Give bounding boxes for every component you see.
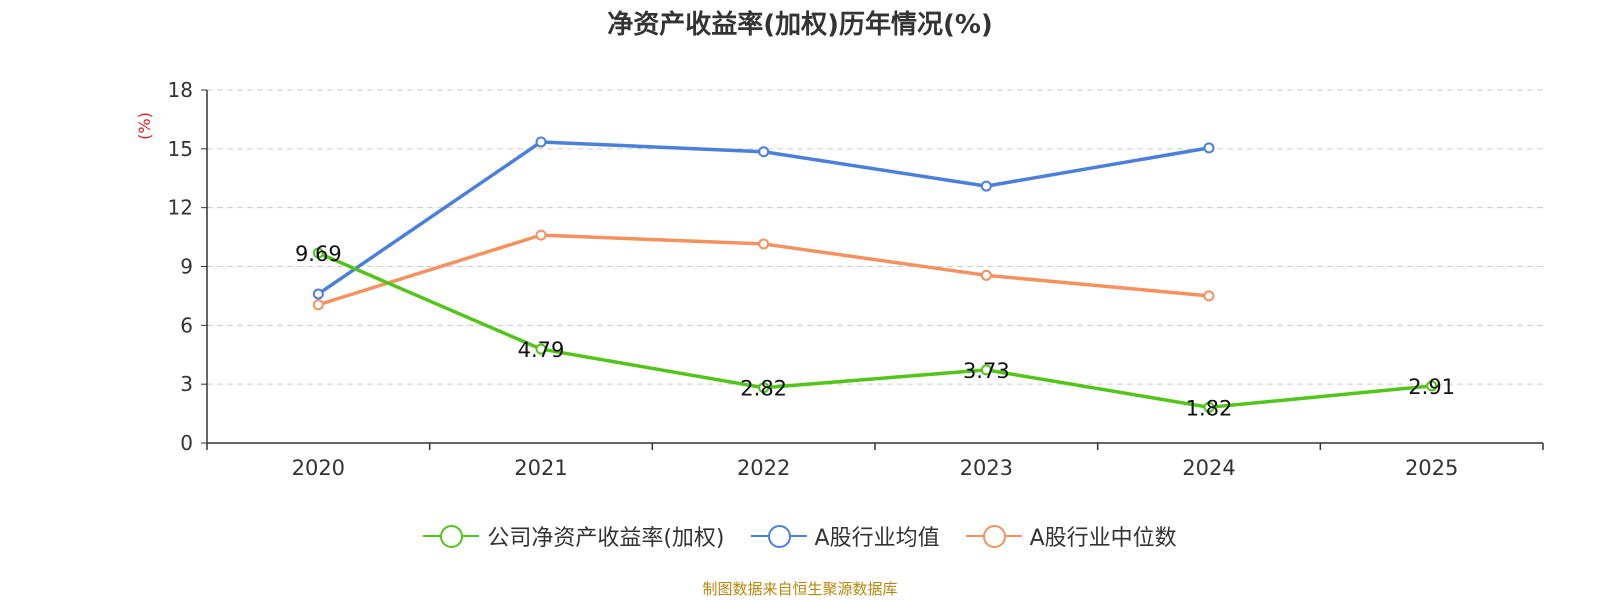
- data-point: [758, 238, 770, 250]
- data-point: [312, 288, 324, 300]
- data-point: [535, 136, 547, 148]
- series-line: [317, 251, 1432, 410]
- y-tick-label: 3: [180, 372, 193, 396]
- data-label: 1.82: [1186, 396, 1233, 420]
- data-label: 2.91: [1408, 375, 1455, 399]
- y-tick-label: 15: [168, 137, 193, 161]
- data-source-note: 制图数据来自恒生聚源数据库: [702, 580, 898, 598]
- series-line: [317, 140, 1210, 296]
- data-point: [535, 229, 547, 241]
- y-axis-unit-label: (%): [135, 112, 154, 140]
- data-point: [758, 146, 770, 158]
- data-point: [980, 269, 992, 281]
- legend-marker-icon: [423, 524, 480, 548]
- legend-marker-icon: [750, 524, 807, 548]
- legend-label: 公司净资产收益率(加权): [487, 526, 725, 551]
- legend-label: A股行业均值: [814, 526, 940, 551]
- data-label: 4.79: [518, 338, 565, 362]
- data-label: 2.82: [740, 377, 787, 401]
- legend-item-industry-median[interactable]: A股行业中位数: [965, 520, 1177, 552]
- y-tick-label: 18: [168, 78, 193, 102]
- legend-label: A股行业中位数: [1029, 526, 1177, 551]
- x-tick-label: 2021: [514, 456, 567, 480]
- x-tick-label: 2023: [960, 456, 1013, 480]
- legend-item-company-roe[interactable]: 公司净资产收益率(加权): [423, 520, 725, 552]
- line-chart: 0 3 6 9 12 15 18 2020 2021 2022 2023 2024 2025 (%) 9.6…: [135, 78, 1544, 480]
- x-tick-label: 2020: [292, 456, 345, 480]
- data-point: [980, 364, 992, 376]
- data-point: [1426, 380, 1438, 392]
- data-label: 9.69: [295, 242, 342, 266]
- chart-title: 净资产收益率(加权)历年情况(%): [607, 10, 993, 40]
- x-tick-label: 2024: [1182, 456, 1235, 480]
- data-label: 3.73: [963, 359, 1010, 383]
- y-tick-label: 0: [180, 431, 193, 455]
- data-point: [1203, 290, 1215, 302]
- x-tick-label: 2025: [1405, 456, 1458, 480]
- data-point: [1203, 401, 1215, 413]
- y-tick-label: 12: [168, 196, 193, 220]
- legend-marker-icon: [965, 524, 1022, 548]
- data-point: [312, 299, 324, 311]
- legend-item-industry-mean[interactable]: A股行业均值: [750, 520, 940, 552]
- data-point: [980, 180, 992, 192]
- chart-legend: 公司净资产收益率(加权) A股行业均值 A股行业中位数: [0, 520, 1600, 552]
- data-point: [312, 247, 324, 259]
- data-point: [1203, 142, 1215, 154]
- data-point: [758, 382, 770, 394]
- y-tick-label: 9: [180, 255, 193, 279]
- data-point: [535, 343, 547, 355]
- y-tick-label: 6: [180, 313, 193, 337]
- x-tick-label: 2022: [737, 456, 790, 480]
